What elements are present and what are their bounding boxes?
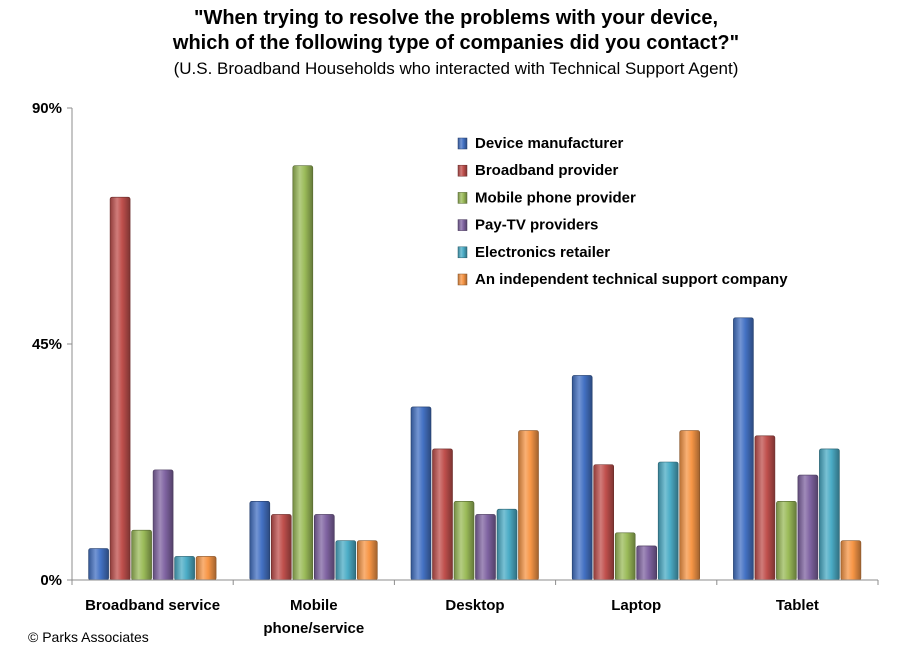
legend-swatch: [457, 164, 468, 177]
legend-label: An independent technical support company: [475, 271, 788, 288]
bar-broadband-provider-1: [270, 514, 292, 581]
bar-pay-tv-providers-1: [313, 514, 335, 581]
chart-title-line-1: "When trying to resolve the problems wit…: [193, 7, 719, 29]
bar-mobile-phone-provider-4: [776, 501, 797, 581]
bar-an-independent-technical-support-company-1: [356, 540, 378, 581]
bar-electronics-retailer-1: [335, 540, 357, 581]
bar-device-manufacturer-4: [733, 317, 754, 581]
legend-label: Mobile phone provider: [475, 189, 636, 206]
y-tick-label: 90%: [32, 100, 62, 117]
bar-electronics-retailer-4: [819, 448, 840, 581]
legend-swatch: [457, 246, 468, 259]
bar-pay-tv-providers-2: [475, 514, 496, 581]
bar-pay-tv-providers-3: [636, 545, 658, 581]
bar-electronics-retailer-0: [174, 556, 195, 581]
legend-label: Broadband provider: [475, 162, 619, 179]
legend-label: Electronics retailer: [475, 244, 610, 261]
bar-mobile-phone-provider-1: [292, 165, 314, 581]
bar-electronics-retailer-3: [657, 461, 679, 581]
bar-an-independent-technical-support-company-3: [679, 430, 701, 581]
legend-swatch: [457, 219, 468, 231]
x-tick-label: Desktop: [445, 597, 504, 614]
chart-title-line-2: which of the following type of companies…: [172, 32, 740, 54]
x-tick-label: Broadband service: [85, 597, 220, 614]
bar-an-independent-technical-support-company-2: [518, 430, 539, 581]
legend-swatch: [457, 137, 468, 150]
bar-mobile-phone-provider-2: [453, 501, 475, 581]
chart-title-block: "When trying to resolve the problems wit…: [0, 6, 912, 80]
bar-broadband-provider-3: [593, 464, 615, 581]
bar-device-manufacturer-2: [410, 406, 432, 581]
bar-mobile-phone-provider-0: [131, 529, 152, 581]
y-tick-label: 45%: [32, 336, 62, 353]
bar-device-manufacturer-0: [88, 548, 109, 581]
x-tick-label: Tablet: [776, 597, 819, 614]
x-tick-label: Laptop: [611, 597, 661, 614]
bar-pay-tv-providers-0: [152, 469, 174, 581]
bar-an-independent-technical-support-company-0: [195, 556, 217, 581]
bar-broadband-provider-0: [109, 196, 131, 581]
bar-electronics-retailer-2: [496, 508, 518, 581]
bar-device-manufacturer-1: [249, 501, 271, 581]
y-tick-label: 0%: [40, 572, 62, 589]
bar-mobile-phone-provider-3: [614, 532, 636, 581]
legend-swatch: [457, 192, 468, 204]
copyright-notice: © Parks Associates: [28, 629, 149, 645]
chart-subtitle: (U.S. Broadband Households who interacte…: [173, 59, 739, 78]
bar-pay-tv-providers-4: [797, 474, 819, 581]
legend-swatch: [457, 273, 468, 286]
bar-broadband-provider-4: [754, 435, 776, 581]
legend-label: Pay-TV providers: [475, 217, 598, 234]
legend-label: Device manufacturer: [475, 135, 624, 152]
bar-broadband-provider-2: [432, 448, 453, 581]
bar-an-independent-technical-support-company-4: [840, 540, 862, 581]
bar-device-manufacturer-3: [571, 375, 593, 581]
x-tick-label: Mobile phone/service: [263, 597, 364, 637]
